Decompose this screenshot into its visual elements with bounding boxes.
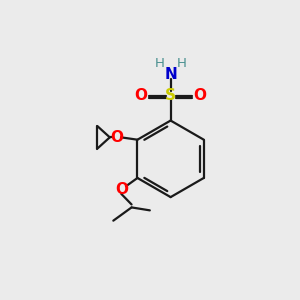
Text: N: N bbox=[164, 67, 177, 82]
Text: O: O bbox=[135, 88, 148, 103]
Text: H: H bbox=[177, 57, 187, 70]
Text: O: O bbox=[194, 88, 207, 103]
Text: H: H bbox=[154, 57, 164, 70]
Text: S: S bbox=[165, 88, 176, 103]
Text: O: O bbox=[115, 182, 128, 197]
Text: O: O bbox=[110, 130, 123, 145]
